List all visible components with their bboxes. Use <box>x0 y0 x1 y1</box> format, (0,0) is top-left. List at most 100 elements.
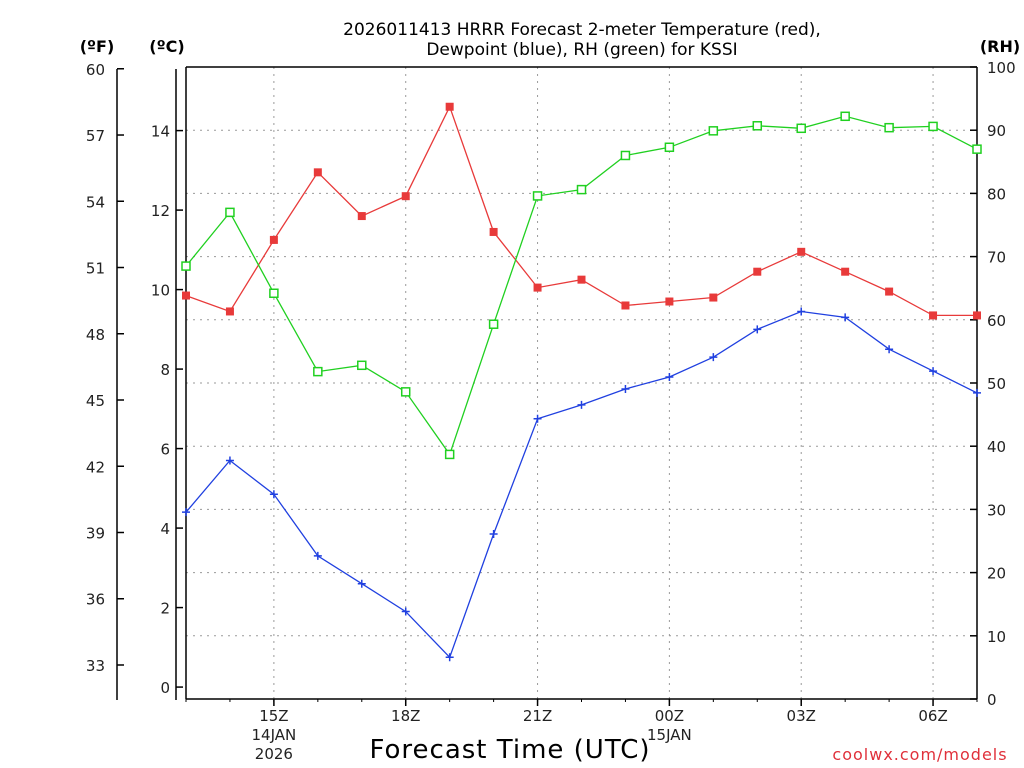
rh-tick-label-20: 20 <box>987 565 1006 583</box>
point-rh-15 <box>840 111 850 122</box>
point-rh-11 <box>664 142 675 153</box>
point-temperature-6 <box>445 102 454 111</box>
point-dewpoint-11 <box>665 373 674 382</box>
point-rh-1 <box>225 207 235 218</box>
point-dewpoint-8 <box>533 414 542 423</box>
point-dewpoint-16 <box>885 345 894 354</box>
rh-tick-label-90: 90 <box>987 122 1006 140</box>
x-tick-date-00Z: 15JAN <box>647 726 692 744</box>
axes <box>116 66 978 706</box>
point-temperature-7 <box>489 227 498 236</box>
point-dewpoint-13 <box>753 325 762 334</box>
point-rh-8 <box>532 191 543 201</box>
rh-tick-label-50: 50 <box>987 375 1006 393</box>
point-temperature-10 <box>621 301 630 310</box>
point-temperature-13 <box>753 267 762 276</box>
fahrenheit-tick-label-54: 54 <box>86 193 105 211</box>
point-dewpoint-6 <box>445 653 454 662</box>
celsius-tick-label-10: 10 <box>151 282 170 300</box>
point-dewpoint-9 <box>577 400 586 409</box>
x-axis-label: Forecast Time (UTC) <box>369 735 650 765</box>
fahrenheit-tick-label-33: 33 <box>86 657 105 675</box>
point-temperature-1 <box>225 307 234 316</box>
x-tick-label-21Z: 21Z <box>523 707 552 725</box>
point-rh-4 <box>357 360 367 371</box>
fahrenheit-tick-label-60: 60 <box>86 61 105 79</box>
point-dewpoint-0 <box>182 508 190 517</box>
x-tick-label-18Z: 18Z <box>391 707 420 725</box>
point-rh-5 <box>400 387 411 397</box>
x-tick-label-03Z: 03Z <box>787 707 816 725</box>
celsius-tick-label-6: 6 <box>160 441 170 459</box>
fahrenheit-tick-label-39: 39 <box>86 524 105 542</box>
point-rh-0 <box>181 261 191 271</box>
celsius-tick-label-14: 14 <box>151 123 170 141</box>
point-dewpoint-12 <box>709 353 718 362</box>
point-rh-9 <box>576 184 587 195</box>
point-temperature-4 <box>357 212 366 221</box>
point-rh-10 <box>620 150 631 161</box>
point-dewpoint-18 <box>973 388 981 397</box>
fahrenheit-tick-label-45: 45 <box>86 392 105 410</box>
rh-tick-label-80: 80 <box>987 185 1006 203</box>
point-temperature-18 <box>973 311 981 320</box>
point-temperature-16 <box>885 287 894 296</box>
fahrenheit-tick-label-42: 42 <box>86 458 105 476</box>
point-temperature-3 <box>313 168 322 177</box>
data-series <box>181 102 982 662</box>
celsius-unit-label: (ºC) <box>149 37 184 56</box>
point-temperature-8 <box>533 283 542 292</box>
rh-tick-label-40: 40 <box>987 438 1006 456</box>
point-dewpoint-15 <box>841 313 850 322</box>
point-temperature-15 <box>841 267 850 276</box>
celsius-tick-label-2: 2 <box>160 600 170 618</box>
fahrenheit-unit-label: (ºF) <box>80 37 115 56</box>
rh-tick-label-60: 60 <box>987 312 1006 330</box>
point-temperature-9 <box>577 275 586 284</box>
point-temperature-5 <box>401 192 410 201</box>
celsius-tick-label-12: 12 <box>151 202 170 220</box>
point-temperature-0 <box>182 291 190 300</box>
rh-tick-label-10: 10 <box>987 628 1006 646</box>
point-dewpoint-5 <box>401 607 410 616</box>
point-rh-17 <box>928 121 938 132</box>
point-temperature-11 <box>665 297 674 306</box>
fahrenheit-tick-label-36: 36 <box>86 591 105 609</box>
chart-title-line-1: 2026011413 HRRR Forecast 2-meter Tempera… <box>343 20 821 40</box>
point-rh-3 <box>313 366 323 377</box>
celsius-tick-label-0: 0 <box>160 679 170 697</box>
point-dewpoint-2 <box>269 490 278 499</box>
rh-tick-label-0: 0 <box>987 691 997 709</box>
point-dewpoint-7 <box>489 530 498 539</box>
point-dewpoint-17 <box>929 367 938 376</box>
fahrenheit-tick-label-57: 57 <box>86 127 105 145</box>
point-temperature-2 <box>269 235 278 244</box>
celsius-tick-label-8: 8 <box>160 361 170 379</box>
series-line-dewpoint <box>185 310 978 659</box>
celsius-tick-label-4: 4 <box>160 520 170 538</box>
point-rh-7 <box>488 319 499 329</box>
point-temperature-12 <box>709 293 718 302</box>
point-dewpoint-10 <box>621 384 630 393</box>
x-tick-date-15Z: 14JAN <box>252 726 297 744</box>
point-rh-14 <box>796 123 806 134</box>
point-rh-18 <box>972 144 982 154</box>
x-tick-label-15Z: 15Z <box>259 707 288 725</box>
point-rh-6 <box>444 449 455 460</box>
point-dewpoint-3 <box>313 551 322 560</box>
point-temperature-14 <box>797 247 806 256</box>
x-tick-label-00Z: 00Z <box>655 707 684 725</box>
grid-lines <box>186 67 977 699</box>
point-dewpoint-1 <box>225 456 234 465</box>
point-dewpoint-4 <box>357 579 366 588</box>
point-temperature-17 <box>929 311 938 320</box>
credit-text: coolwx.com/models <box>832 745 1007 764</box>
series-line-temperature <box>185 105 977 317</box>
rh-tick-label-30: 30 <box>987 501 1006 519</box>
series-rh <box>181 111 982 460</box>
point-dewpoint-14 <box>797 307 806 316</box>
x-tick-label-06Z: 06Z <box>918 707 947 725</box>
chart-title-line-2: Dewpoint (blue), RH (green) for KSSI <box>426 40 737 60</box>
fahrenheit-tick-label-48: 48 <box>86 326 105 344</box>
